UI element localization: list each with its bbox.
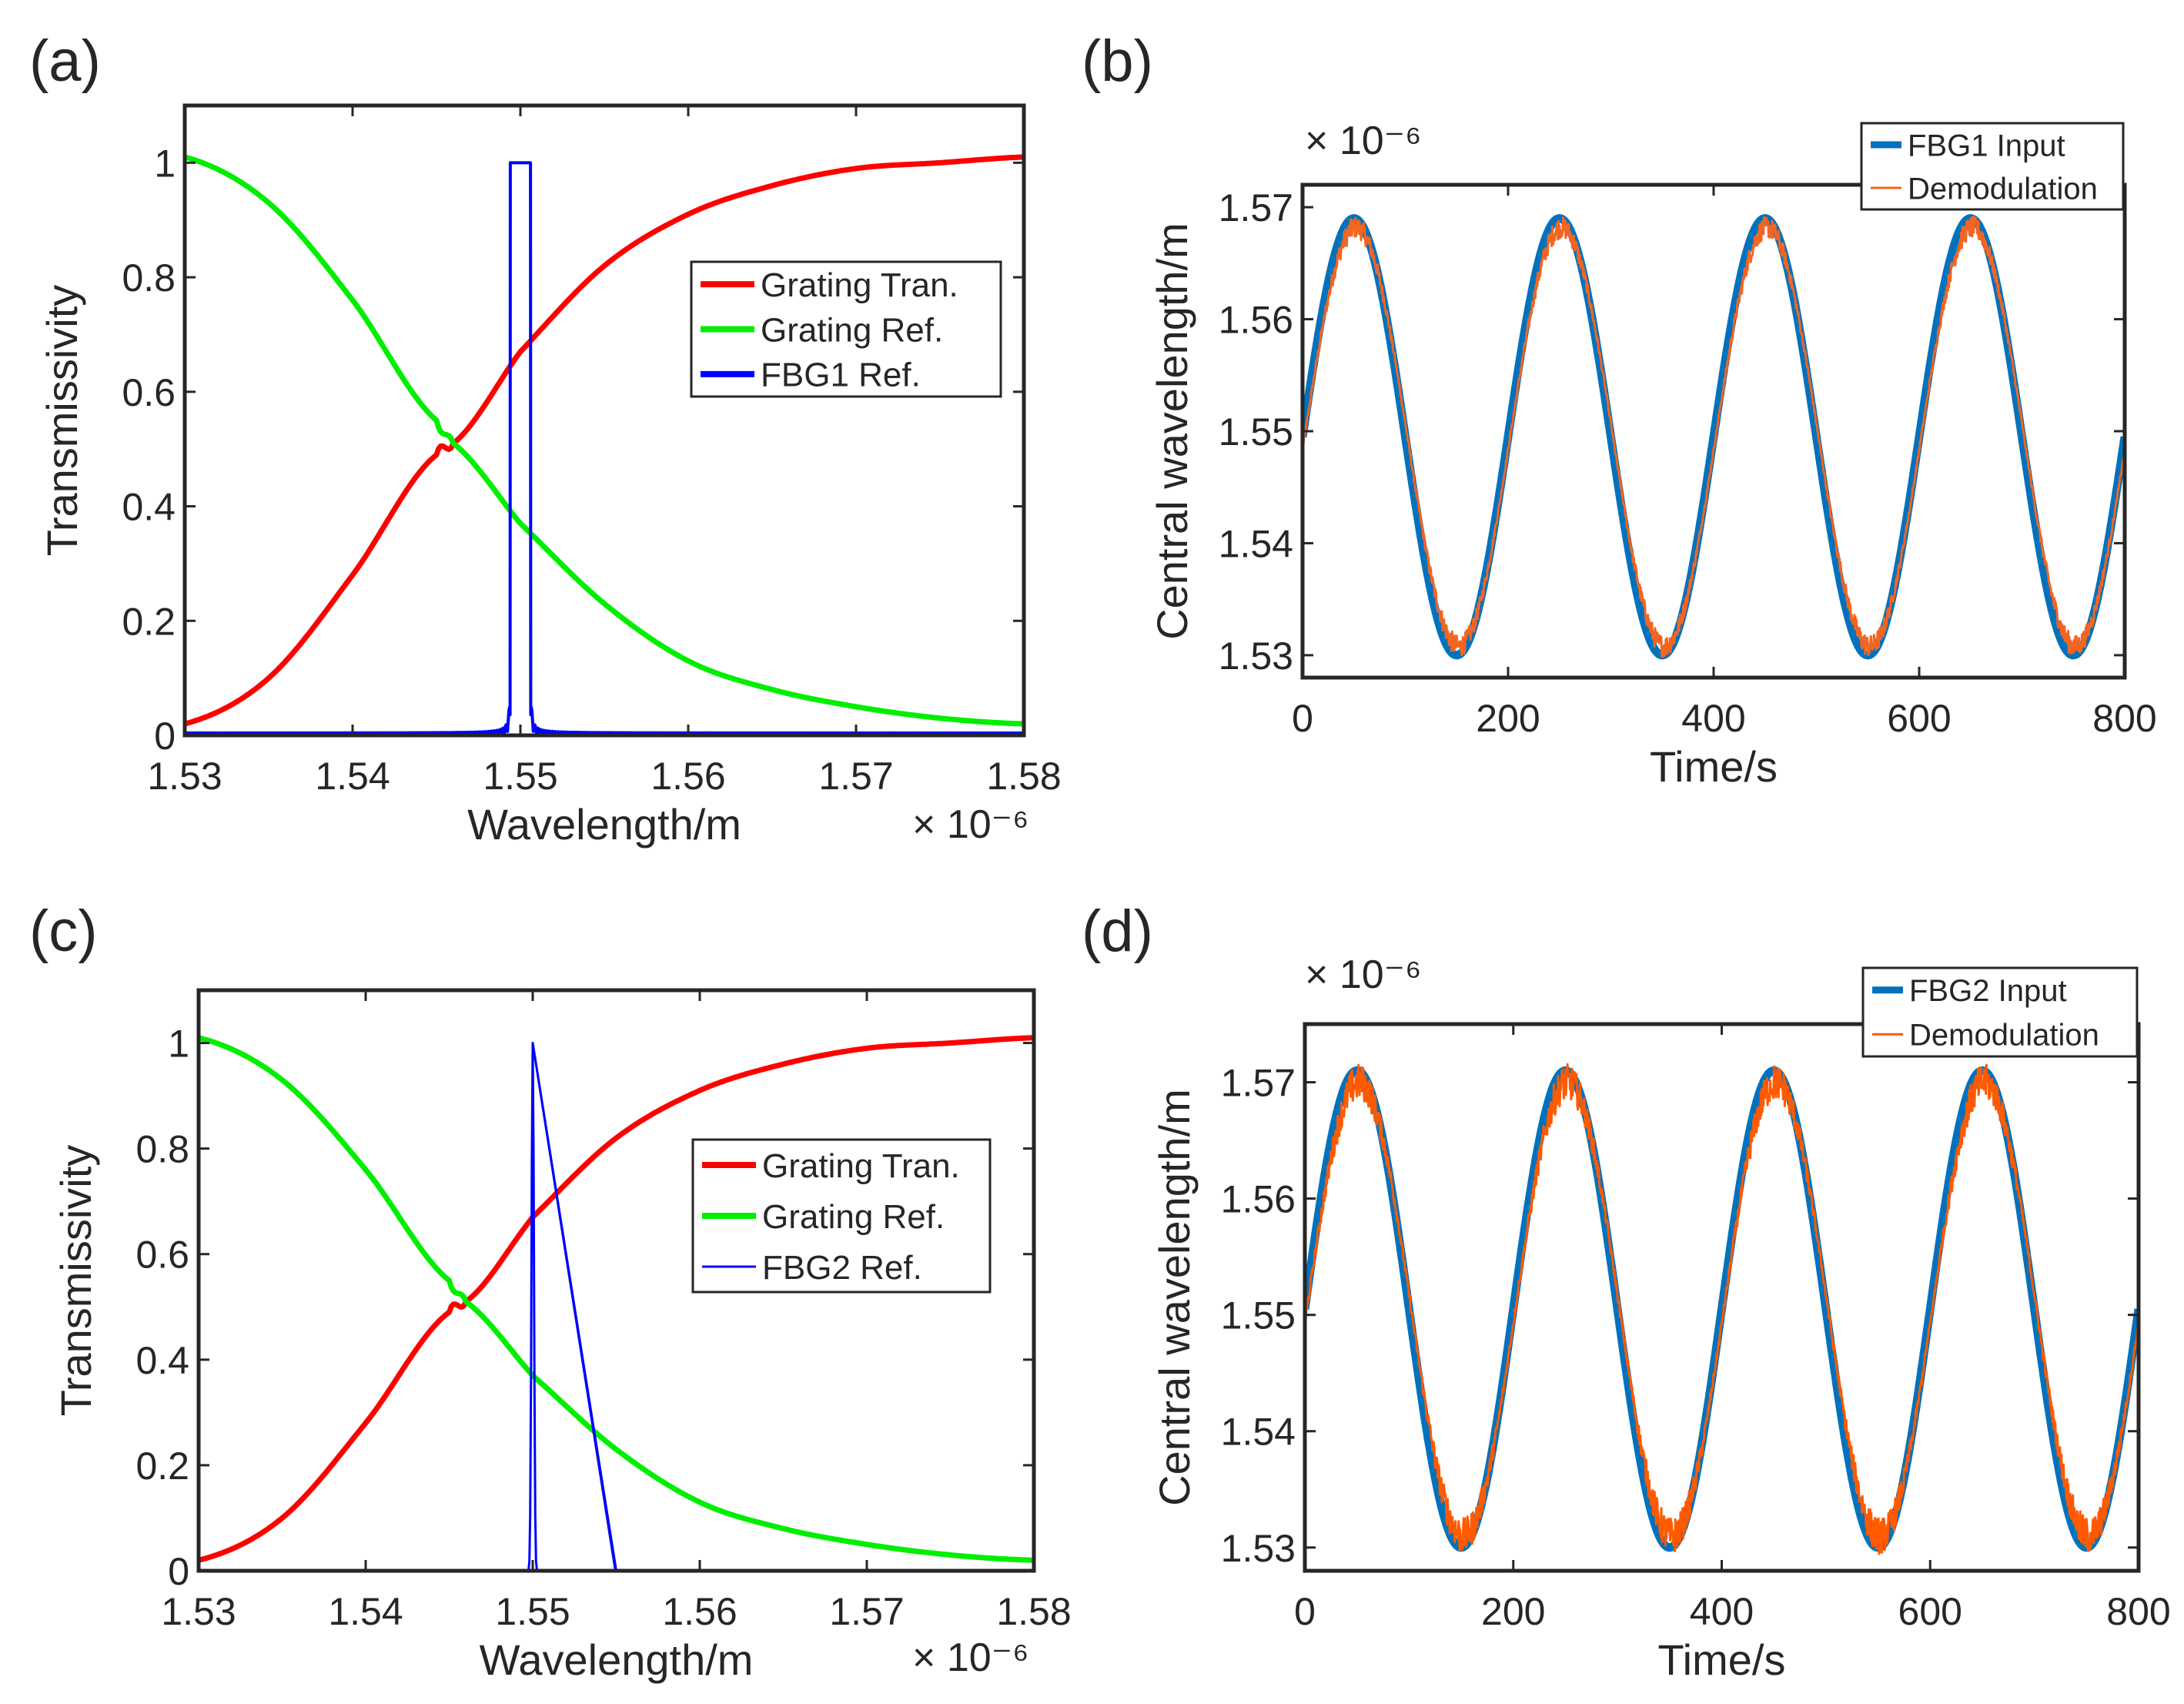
y-tick-label: 0 <box>154 715 176 758</box>
series-line-grating-tran- <box>185 154 1024 727</box>
series-line-grating-ref- <box>199 1035 1034 1563</box>
y-tick-label: 1.55 <box>1221 1294 1296 1337</box>
x-tick-label: 1.54 <box>315 755 390 798</box>
legend-entry: FBG2 Input <box>1909 974 2067 1008</box>
legend-entry: FBG2 Ref. <box>762 1249 922 1287</box>
series-line-demodulation <box>1305 1063 2139 1555</box>
panel-a: (a) 1.53 1.54 1.55 1.56 1.57 1.58 0 0.2 0.4 0.6 0.8… <box>29 28 1062 849</box>
axes-frame <box>182 103 1026 738</box>
legend-box <box>1861 966 2139 1058</box>
y-tick-label: 1 <box>168 1023 189 1066</box>
y-tick-label: 0.8 <box>135 1128 189 1171</box>
panel-label: (d) <box>1082 899 1153 964</box>
legend: FBG1 Input Demodulation <box>1860 122 2125 211</box>
axis-exponent: × 10⁻⁶ <box>1305 119 1422 163</box>
axes-frame <box>196 988 1036 1573</box>
y-axis-label: Transmissivity <box>52 1145 100 1417</box>
x-tick-label: 1.56 <box>651 755 725 798</box>
y-tick-label: 1.55 <box>1219 410 1293 454</box>
y-tick-label: 0.6 <box>122 371 176 414</box>
x-axis-label: Time/s <box>1650 742 1778 791</box>
x-tick-label: 600 <box>1887 697 1951 740</box>
x-tick-label: 1.55 <box>483 755 557 798</box>
series-line-grating-ref- <box>185 154 1024 727</box>
series-line-fbg1-input <box>1303 214 2125 660</box>
x-tick-label: 1.53 <box>147 755 222 798</box>
y-tick-label: 0 <box>168 1550 189 1593</box>
y-tick-label: 1.54 <box>1219 522 1293 565</box>
legend: Grating Tran. Grating Ref. FBG2 Ref. <box>691 1138 992 1294</box>
legend-entry: Grating Ref. <box>761 311 943 349</box>
panel-b: (b) 0 200 400 600 800 1.53 1.54 1.55 1.56 1.57 Time… <box>1082 28 2157 791</box>
x-tick-label: 1.53 <box>161 1590 236 1633</box>
x-tick-label: 1.58 <box>986 755 1061 798</box>
legend: FBG2 Input Demodulation <box>1861 966 2139 1058</box>
y-tick-label: 0.2 <box>122 600 176 643</box>
x-tick-label: 400 <box>1681 697 1745 740</box>
legend-entry: Demodulation <box>1908 172 2098 206</box>
series-line-demodulation <box>1303 216 2125 658</box>
series-line-fbg2-input <box>1305 1066 2139 1552</box>
x-tick-label: 400 <box>1690 1590 1754 1633</box>
y-tick-label: 1.56 <box>1219 299 1293 342</box>
y-axis-label: Central wavelength/m <box>1148 223 1196 640</box>
y-tick-label: 1 <box>154 142 176 185</box>
legend: Grating Tran. Grating Ref. FBG1 Ref. <box>690 260 1002 398</box>
series-line-fbg1-ref- <box>185 161 1024 735</box>
panel-c: (c) 1.53 1.54 1.55 1.56 1.57 1.58 0 0.2 0.4 0.6 0.8… <box>29 899 1072 1684</box>
legend-entry: Grating Ref. <box>762 1198 945 1236</box>
legend-box <box>1860 122 2125 211</box>
legend-entry: Grating Tran. <box>762 1147 960 1185</box>
x-tick-label: 1.58 <box>996 1590 1071 1633</box>
x-axis-label: Wavelength/m <box>467 800 741 849</box>
axis-exponent: × 10⁻⁶ <box>1305 952 1422 997</box>
y-tick-label: 1.57 <box>1221 1062 1296 1105</box>
series-line-grating-tran- <box>199 1035 1034 1563</box>
x-tick-label: 800 <box>2106 1590 2170 1633</box>
y-tick-label: 0.2 <box>135 1445 189 1488</box>
legend-entry: Demodulation <box>1909 1019 2099 1053</box>
x-tick-label: 1.56 <box>662 1590 737 1633</box>
x-tick-label: 800 <box>2092 697 2156 740</box>
x-tick-label: 0 <box>1294 1590 1316 1633</box>
series-line-fbg2-ref- <box>199 1042 1034 1571</box>
y-tick-label: 0.8 <box>122 256 176 300</box>
x-tick-label: 1.57 <box>829 1590 904 1633</box>
y-tick-label: 0.6 <box>135 1234 189 1277</box>
axis-exponent: × 10⁻⁶ <box>912 1635 1029 1680</box>
legend-entry: Grating Tran. <box>761 266 958 304</box>
panel-d: (d) 0 200 400 600 800 1.53 1.54 1.55 1.56 1.57 Time… <box>1082 899 2171 1684</box>
x-axis-label: Wavelength/m <box>480 1635 754 1684</box>
x-axis-label: Time/s <box>1658 1635 1786 1684</box>
y-axis-label: Central wavelength/m <box>1150 1089 1199 1506</box>
legend-entry: FBG1 Input <box>1908 129 2065 162</box>
y-tick-label: 1.53 <box>1219 634 1293 678</box>
x-tick-label: 1.57 <box>818 755 893 798</box>
y-axis-label: Transmissivity <box>38 285 86 557</box>
y-tick-label: 1.57 <box>1219 186 1293 229</box>
axis-exponent: × 10⁻⁶ <box>912 802 1029 847</box>
x-tick-label: 1.54 <box>328 1590 403 1633</box>
panel-label: (c) <box>29 899 98 964</box>
x-tick-label: 600 <box>1898 1590 1962 1633</box>
panel-label: (b) <box>1082 28 1153 94</box>
y-tick-label: 1.56 <box>1221 1178 1296 1221</box>
y-tick-label: 0.4 <box>122 486 176 529</box>
y-tick-label: 0.4 <box>135 1339 189 1382</box>
x-tick-label: 200 <box>1481 1590 1545 1633</box>
panel-label: (a) <box>29 28 101 94</box>
y-tick-label: 1.53 <box>1221 1527 1296 1570</box>
x-tick-label: 200 <box>1476 697 1540 740</box>
x-tick-label: 0 <box>1292 697 1313 740</box>
legend-entry: FBG1 Ref. <box>761 357 921 394</box>
x-tick-label: 1.55 <box>495 1590 570 1633</box>
y-tick-label: 1.54 <box>1221 1411 1296 1454</box>
